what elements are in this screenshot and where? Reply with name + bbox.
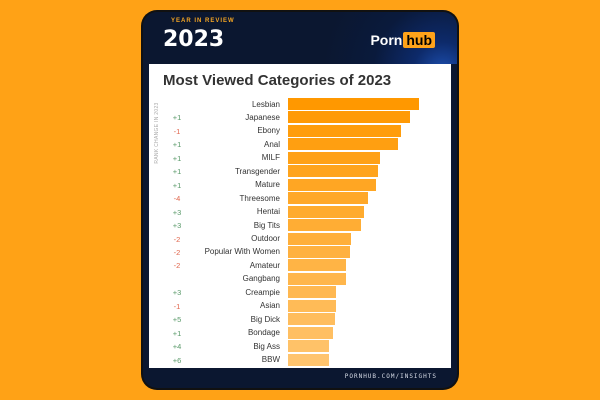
chart-row: +1 Mature	[149, 178, 451, 192]
category-label: Ebony	[257, 126, 280, 136]
category-label: Creampie	[245, 287, 280, 297]
chart-row: +3 Creampie	[149, 286, 451, 299]
rank-change: -2	[173, 234, 181, 244]
bar	[288, 245, 350, 258]
category-label: Mature	[255, 180, 280, 190]
rank-change: -2	[173, 261, 181, 271]
chart-row: -2 Popular With Women	[149, 245, 451, 259]
rank-change: +3	[172, 288, 182, 298]
bar	[288, 286, 337, 299]
chart-row: +6 BBW	[149, 353, 451, 367]
category-label: Big Tits	[253, 220, 280, 230]
chart-row: -1 Ebony	[149, 124, 451, 138]
category-label: Big Ass	[253, 341, 280, 351]
chart-row: +1 Transgender	[149, 165, 451, 178]
chart-row: +4 Big Ass	[149, 340, 451, 353]
chart-row: -2 Outdoor	[149, 232, 451, 246]
chart-row: +1 MILF	[149, 151, 451, 165]
bar	[288, 138, 399, 151]
category-label: Amateur	[249, 260, 280, 270]
category-label: Asian	[259, 301, 280, 311]
bar	[288, 165, 379, 178]
bar	[288, 192, 368, 205]
category-label: Outdoor	[251, 234, 280, 243]
rank-change: +3	[172, 207, 182, 217]
rank-change: +1	[172, 167, 182, 177]
category-label: Japanese	[245, 112, 280, 122]
chart-row: Lesbian	[149, 98, 451, 111]
chart-row: Gangbang	[149, 272, 451, 286]
rank-change: +1	[172, 140, 182, 150]
bar	[288, 272, 346, 285]
rank-change: +6	[172, 355, 182, 365]
bar	[288, 326, 333, 339]
bar	[288, 259, 346, 272]
chart-row: +1 Japanese	[149, 111, 451, 124]
year-title: 2023	[163, 27, 225, 52]
rank-change: +4	[172, 342, 182, 352]
category-label: Popular With Women	[204, 247, 280, 257]
chart-row: +1 Bondage	[149, 326, 451, 340]
bar	[288, 151, 380, 164]
category-label: BBW	[261, 355, 280, 365]
chart-row: +1 Anal	[149, 138, 451, 151]
category-label: Gangbang	[242, 274, 280, 284]
header-banner: YEAR IN REVIEW 2023 Porn hub	[143, 12, 457, 64]
bar	[288, 299, 337, 312]
chart-title: Most Viewed Categories of 2023	[163, 72, 392, 89]
rank-change: -2	[173, 247, 181, 257]
report-card: YEAR IN REVIEW 2023 Porn hub Most Viewed …	[143, 12, 457, 388]
rank-change: -4	[173, 194, 181, 204]
bar	[288, 98, 419, 110]
chart-row: -4 Threesome	[149, 192, 451, 205]
bar	[288, 124, 401, 137]
bar	[288, 219, 362, 232]
rank-change: +1	[172, 153, 182, 163]
chart-area: Most Viewed Categories of 2023 RANK CHAN…	[149, 64, 451, 368]
chart-row: -1 Asian	[149, 299, 451, 313]
rank-change: +1	[172, 328, 182, 338]
rank-change: +1	[172, 180, 182, 190]
bar	[288, 353, 329, 366]
footer-url: PORNHUB.COM/INSIGHTS	[344, 373, 437, 380]
rank-change: -1	[173, 126, 181, 136]
rank-change: +1	[172, 113, 182, 123]
category-label: Threesome	[239, 193, 280, 203]
category-label: Transgender	[234, 166, 280, 176]
category-label: Bondage	[247, 328, 280, 338]
footer: PORNHUB.COM/INSIGHTS	[143, 368, 457, 388]
bar	[288, 178, 376, 191]
brand-logo: Porn hub	[370, 32, 435, 48]
bar	[288, 340, 329, 353]
category-label: Big Dick	[250, 314, 280, 324]
chart-row: +3 Big Tits	[149, 219, 451, 232]
rank-change: -1	[173, 301, 181, 311]
category-label: Hentai	[256, 207, 280, 217]
chart-row: +5 Big Dick	[149, 313, 451, 326]
chart-row: -2 Amateur	[149, 259, 451, 272]
bar	[288, 205, 364, 218]
bar	[288, 232, 351, 245]
year-in-review-badge: YEAR IN REVIEW	[171, 18, 235, 24]
category-label: MILF	[261, 153, 280, 163]
category-label: Anal	[263, 139, 280, 149]
rank-change: +5	[172, 315, 182, 325]
category-label: Lesbian	[251, 99, 280, 109]
rank-change: +3	[172, 221, 182, 231]
bar	[288, 313, 336, 326]
chart-row: +3 Hentai	[149, 205, 451, 219]
bar	[288, 111, 410, 124]
